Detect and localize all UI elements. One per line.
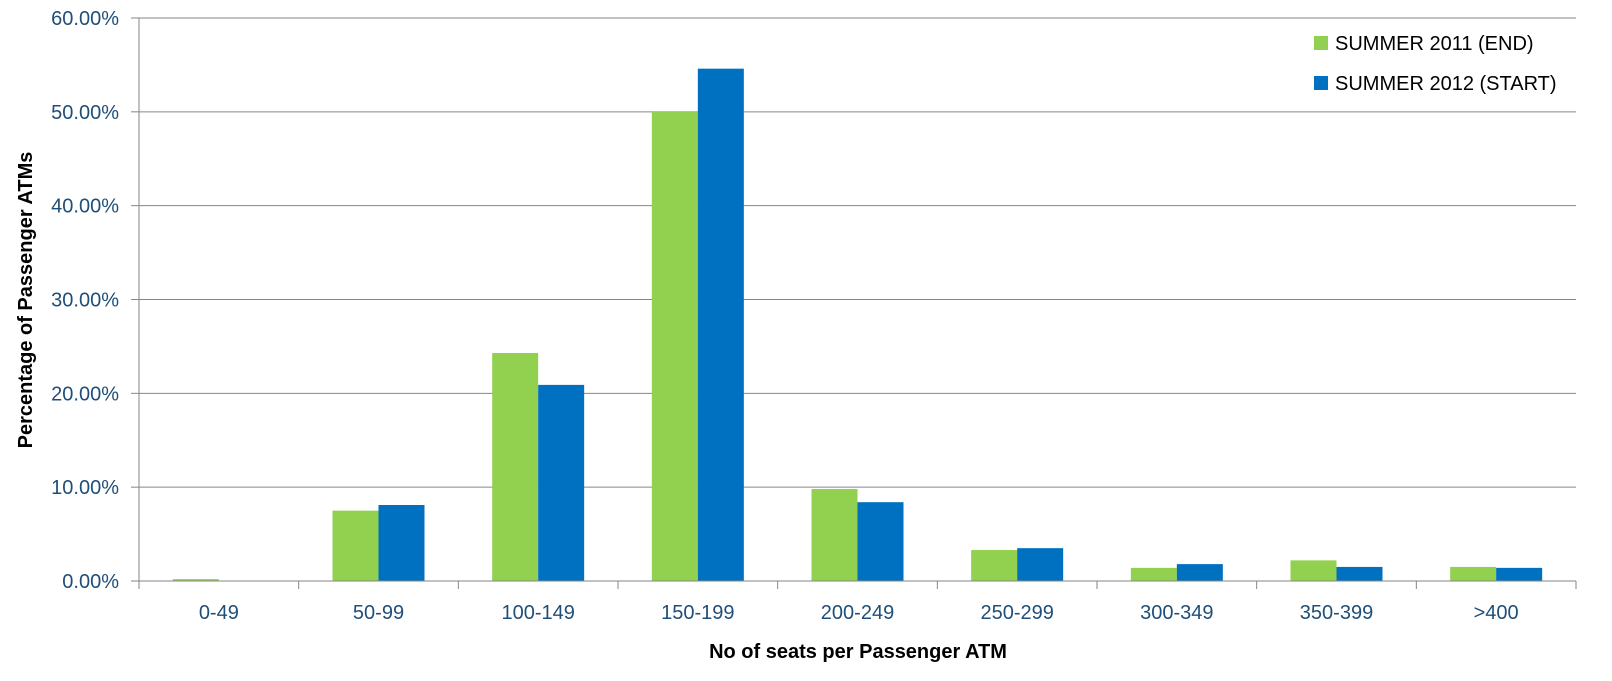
x-tick-label: 150-199: [661, 602, 734, 624]
bar-summer-2011: [1450, 566, 1497, 581]
axes: [131, 17, 1577, 589]
bar-summer-2012: [857, 502, 904, 581]
x-tick-label: 350-399: [1300, 602, 1373, 624]
bar-summer-2011: [332, 510, 379, 581]
y-tick-label: 10.00%: [51, 477, 119, 499]
y-tick-label: 0.00%: [62, 571, 119, 593]
bar-summer-2012: [1017, 548, 1064, 581]
bar-summer-2011: [1290, 560, 1337, 581]
bar-summer-2011: [172, 579, 219, 581]
x-tick-label: 0-49: [199, 602, 239, 624]
legend-swatch: [1314, 36, 1328, 50]
gridlines: [139, 17, 1576, 488]
y-tick-labels: 0.00% 10.00% 20.00% 30.00% 40.00% 50.00% 60.00…: [51, 8, 119, 593]
bar-summer-2011: [1130, 567, 1177, 581]
y-tick-label: 50.00%: [51, 102, 119, 124]
bar-summer-2012: [697, 68, 744, 582]
x-axis-title: No of seats per Passenger ATM: [709, 641, 1007, 663]
bars: [172, 68, 1543, 582]
legend-swatch: [1314, 76, 1328, 90]
bar-summer-2012: [1176, 564, 1223, 581]
y-tick-label: 60.00%: [51, 8, 119, 30]
x-tick-label: 300-349: [1140, 602, 1213, 624]
bar-summer-2011: [492, 352, 539, 581]
x-tick-labels: 0-49 50-99 100-149 150-199 200-249 250-299 300…: [199, 602, 1519, 624]
bar-summer-2012: [378, 504, 425, 581]
bar-summer-2012: [538, 384, 585, 581]
y-tick-label: 20.00%: [51, 383, 119, 405]
bar-summer-2012: [1336, 566, 1383, 581]
legend-label: SUMMER 2012 (START): [1335, 73, 1557, 95]
bar-summer-2011: [971, 550, 1018, 581]
bar-summer-2011: [811, 489, 858, 581]
bar-summer-2011: [651, 111, 698, 581]
y-axis-title: Percentage of Passenger ATMs: [15, 152, 37, 449]
y-tick-label: 40.00%: [51, 196, 119, 218]
y-tick-label: 30.00%: [51, 290, 119, 312]
x-tick-label: 50-99: [353, 602, 404, 624]
x-tick-label: 200-249: [821, 602, 894, 624]
x-tick-label: >400: [1474, 602, 1519, 624]
bar-summer-2012: [1496, 567, 1543, 581]
legend: SUMMER 2011 (END) SUMMER 2012 (START): [1314, 33, 1557, 95]
legend-label: SUMMER 2011 (END): [1335, 33, 1534, 55]
x-tick-label: 100-149: [501, 602, 574, 624]
x-tick-label: 250-299: [980, 602, 1053, 624]
